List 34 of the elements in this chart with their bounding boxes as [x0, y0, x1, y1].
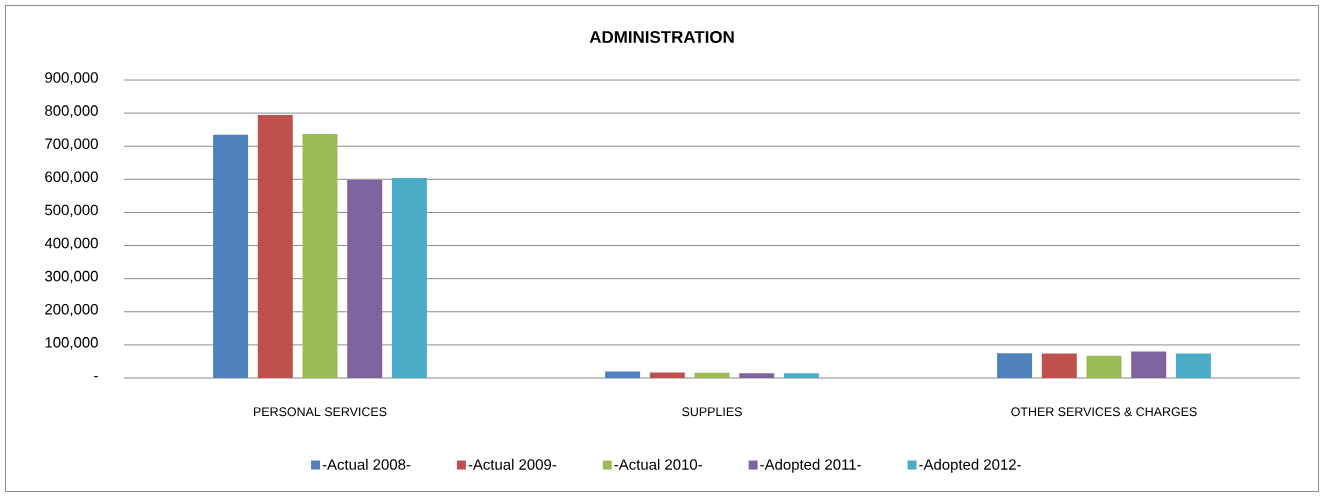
bar	[1175, 353, 1211, 378]
y-tick-label: 700,000	[45, 138, 98, 151]
legend-label: -Actual 2008-	[322, 458, 411, 470]
legend-label: -Adopted 2011-	[760, 458, 861, 473]
bar	[347, 180, 383, 378]
bar	[649, 372, 685, 378]
y-tick-label: 500,000	[45, 204, 98, 217]
bar	[997, 353, 1033, 378]
y-tick-label: 600,000	[45, 171, 98, 184]
chart-title: ADMINISTRATION	[589, 31, 734, 44]
x-tick-label: SUPPLIES	[682, 407, 742, 417]
bar	[739, 373, 775, 378]
bar	[302, 133, 338, 378]
bar	[213, 134, 249, 378]
y-tick-label: 800,000	[45, 105, 98, 118]
bar	[783, 373, 819, 378]
bar	[1041, 353, 1077, 378]
legend-label: -Actual 2010-	[614, 458, 702, 470]
bar	[694, 372, 730, 378]
bar	[1086, 355, 1122, 378]
y-tick-label: 200,000	[45, 303, 98, 317]
y-tick-label: 300,000	[45, 270, 98, 284]
bar	[391, 178, 427, 378]
y-tick-label: 100,000	[45, 337, 98, 350]
x-tick-label: PERSONAL SERVICES	[253, 407, 387, 417]
y-tick-label: 400,000	[44, 237, 98, 251]
y-tick-label: -	[94, 376, 98, 378]
y-tick-label: 900,000	[45, 72, 98, 85]
legend-label: -Actual 2009-	[468, 458, 557, 470]
x-tick-label: OTHER SERVICES & CHARGES	[1011, 407, 1197, 417]
legend-label: -Adopted 2012-	[919, 458, 1021, 473]
bar	[605, 371, 641, 378]
bar	[1131, 351, 1167, 378]
bar	[257, 115, 293, 378]
